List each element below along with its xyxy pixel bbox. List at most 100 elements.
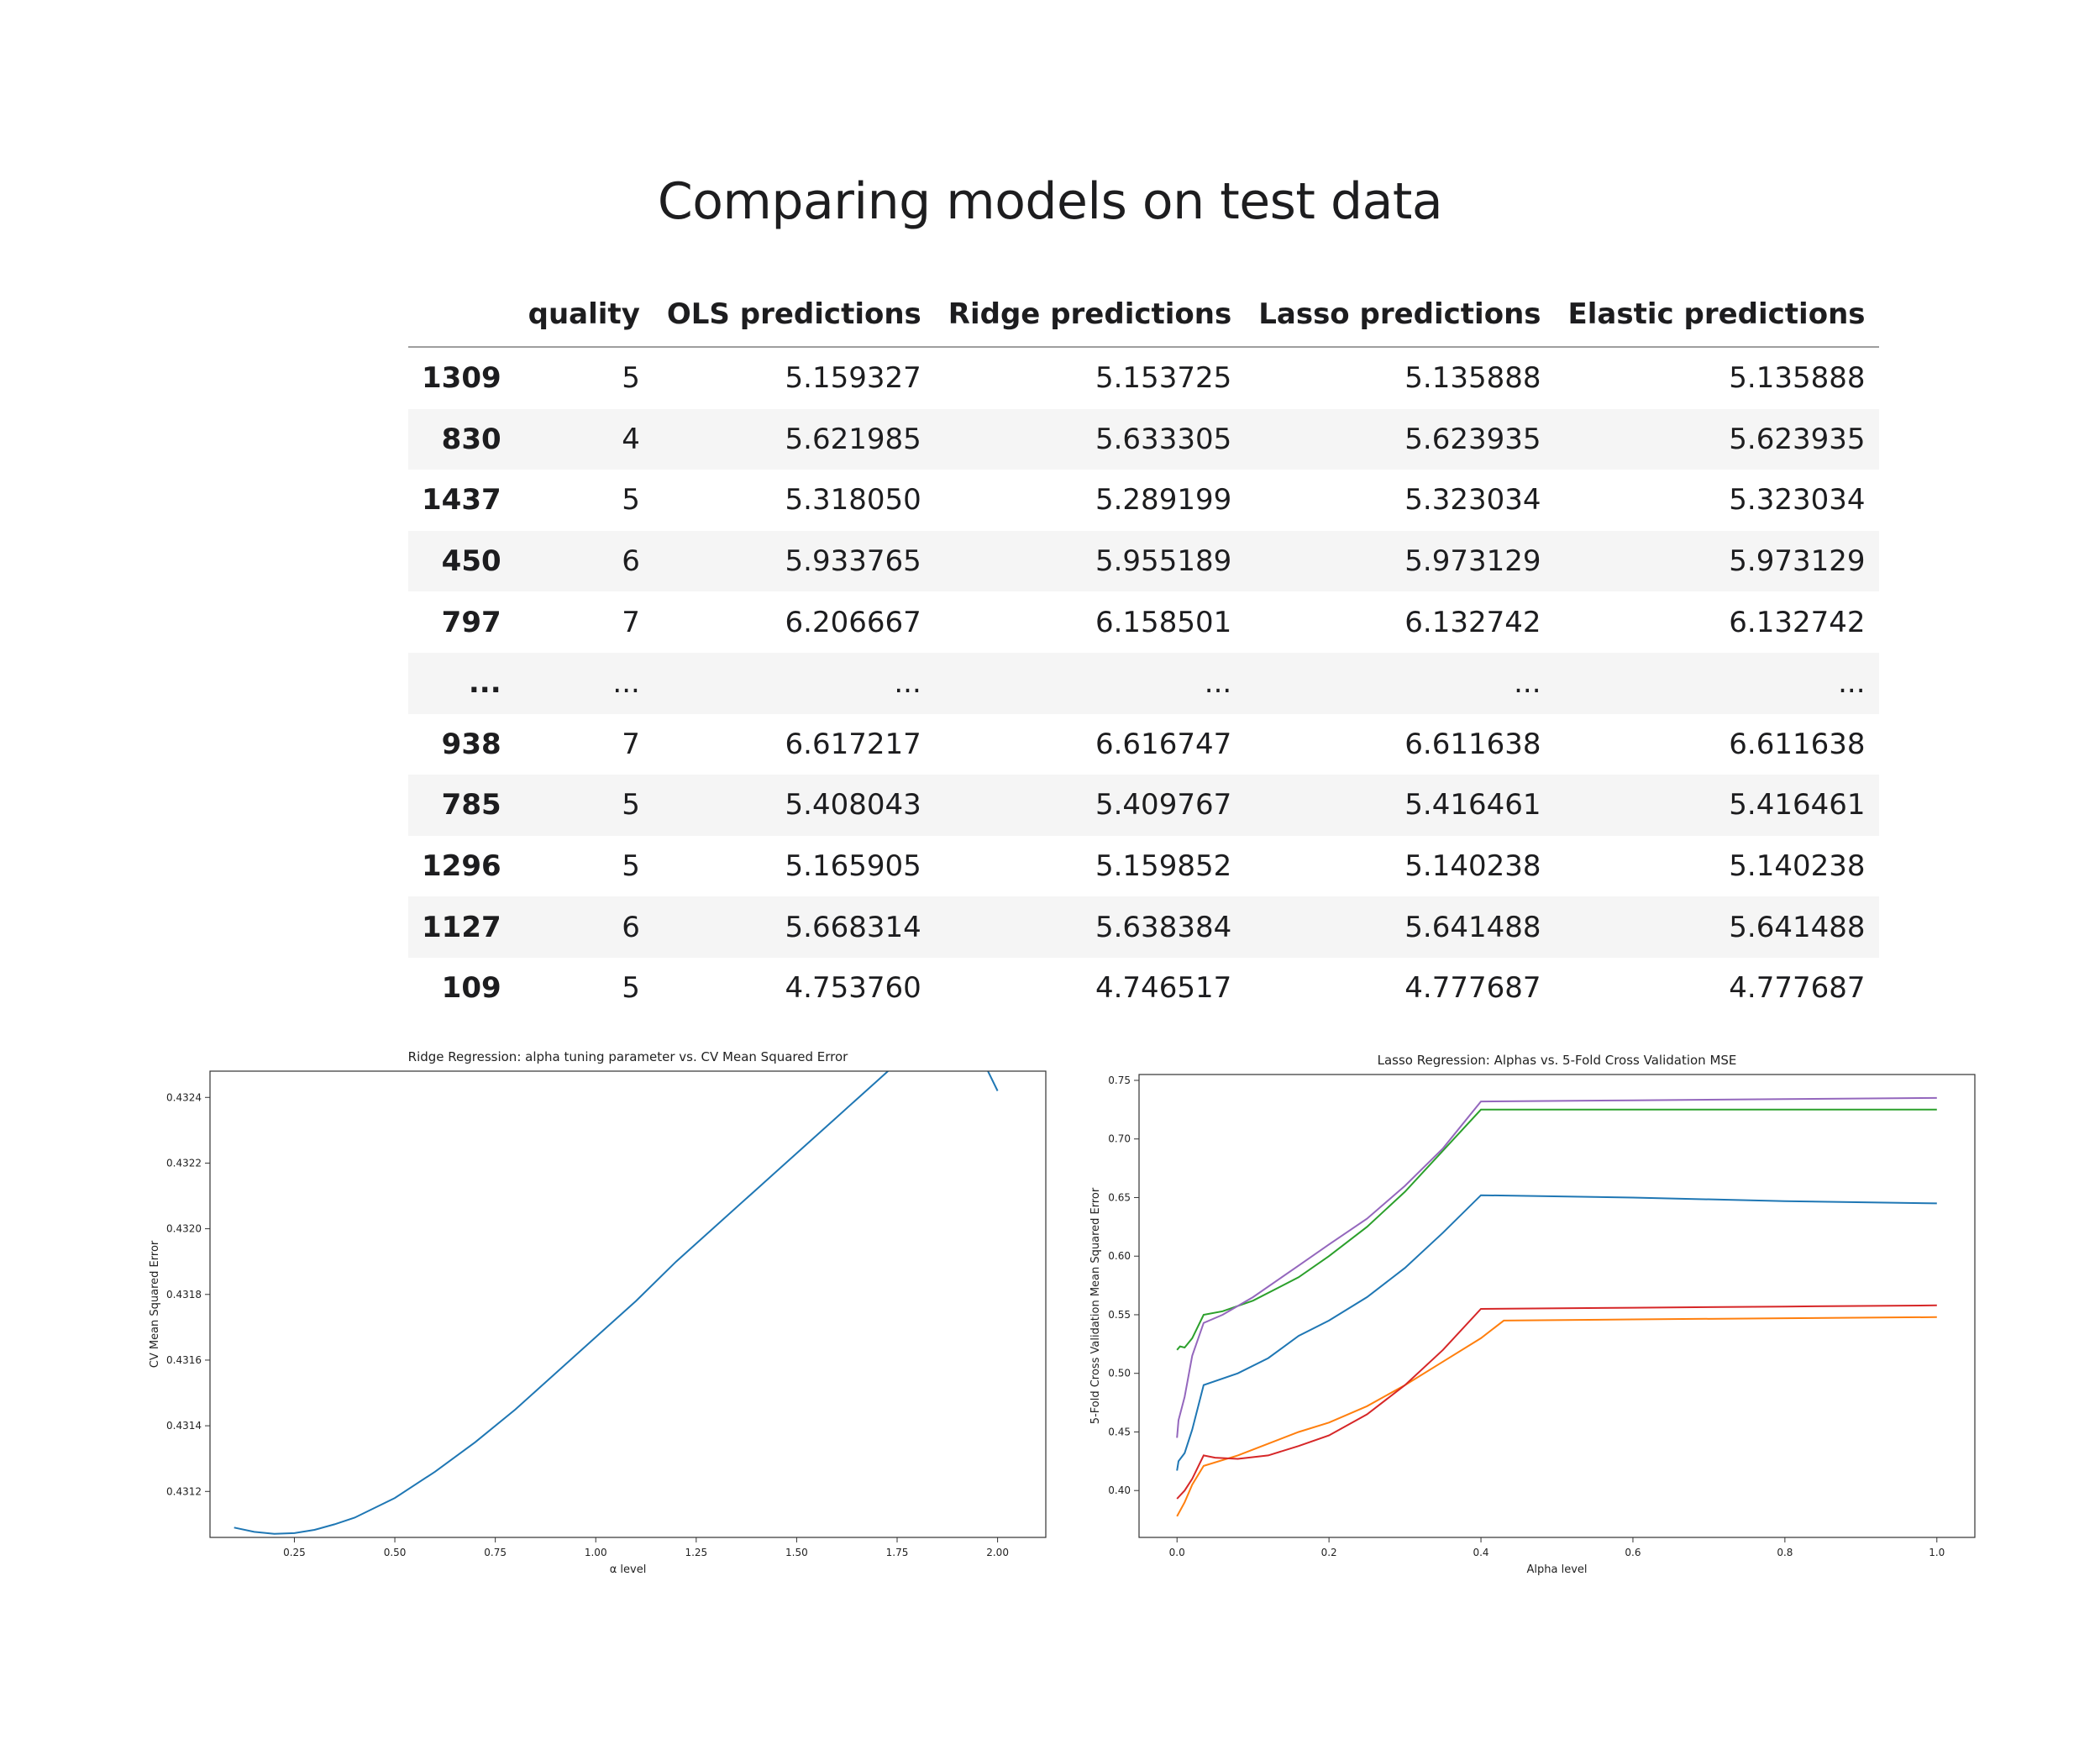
cell-lasso: 4.777687	[1404, 971, 1541, 1006]
cell-lasso: 5.323034	[1404, 483, 1541, 518]
y-tick-label: 0.60	[1108, 1250, 1131, 1262]
cell-index: 830	[441, 422, 501, 456]
table-row: 938 7 6.617217 6.616747 6.611638 6.611638	[408, 714, 1879, 775]
x-axis-label: Alpha level	[1526, 1563, 1587, 1576]
table-row: ..................	[408, 652, 1879, 714]
x-tick-label: 0.0	[1169, 1547, 1185, 1558]
table-row: 450 6 5.933765 5.955189 5.973129 5.973129	[408, 530, 1879, 592]
y-tick-label: 0.4314	[166, 1420, 202, 1432]
table-body: 1309 5 5.159327 5.153725 5.135888 5.135888 830…	[408, 347, 1879, 1019]
column-header-quality: quality	[514, 286, 654, 348]
cell-lasso: 6.132742	[1404, 605, 1541, 639]
chart-title: Ridge Regression: alpha tuning parameter…	[408, 1050, 849, 1064]
column-header-index	[408, 286, 515, 348]
cell-index: 1437	[422, 483, 501, 518]
cell-index: 450	[441, 544, 501, 579]
y-tick-label: 0.4318	[166, 1289, 202, 1300]
cell-lasso: 5.135888	[1404, 361, 1541, 396]
table-row: 1437 5 5.318050 5.289199 5.323034 5.323034	[408, 470, 1879, 531]
predictions-table-container: quality OLS predictions Ridge prediction…	[408, 286, 1879, 1019]
plot-frame	[209, 1070, 1047, 1538]
cell-elastic: ...	[1838, 666, 1866, 701]
table-row: 785 5 5.408043 5.409767 5.416461 5.416461	[408, 775, 1879, 836]
cell-lasso: 5.140238	[1404, 849, 1541, 884]
ridge-chart: Ridge Regression: alpha tuning parameter…	[143, 1049, 1058, 1579]
series-line-2	[1176, 1316, 1937, 1517]
cell-ols: 5.621985	[785, 422, 921, 456]
cell-lasso: ...	[1514, 666, 1541, 701]
y-tick-label: 0.65	[1108, 1191, 1131, 1203]
x-tick-label: 0.6	[1625, 1547, 1641, 1558]
x-tick-label: 1.75	[886, 1547, 909, 1558]
cell-ols: 4.753760	[785, 971, 921, 1006]
y-tick-label: 0.70	[1108, 1133, 1131, 1145]
lasso-chart-svg: Lasso Regression: Alphas vs. 5-Fold Cros…	[1089, 1053, 1976, 1576]
cell-quality: 6	[622, 544, 640, 579]
cell-elastic: 5.140238	[1729, 849, 1866, 884]
y-tick-label: 0.45	[1108, 1426, 1131, 1437]
cell-ridge: 4.746517	[1095, 971, 1232, 1006]
y-tick-label: 0.4324	[166, 1091, 202, 1103]
x-tick-label: 0.2	[1321, 1547, 1337, 1558]
x-axis-label: α level	[610, 1563, 647, 1576]
cell-index: 1309	[422, 361, 501, 396]
cell-ols: 5.933765	[785, 544, 921, 579]
series-line-3	[1176, 1108, 1937, 1351]
cell-index: 109	[441, 971, 501, 1006]
cell-ols: 6.617217	[785, 727, 921, 761]
cell-ridge: 5.638384	[1095, 910, 1232, 944]
table-row: 1127 6 5.668314 5.638384 5.641488 5.641488	[408, 896, 1879, 958]
x-tick-label: 1.0	[1929, 1547, 1945, 1558]
table-header-row: quality OLS predictions Ridge prediction…	[408, 286, 1879, 348]
cell-elastic: 5.641488	[1729, 910, 1866, 944]
cell-quality: 5	[622, 971, 640, 1006]
cell-index: 797	[441, 605, 501, 639]
x-tick-label: 1.50	[785, 1547, 808, 1558]
y-tick-label: 0.4312	[166, 1485, 202, 1497]
chart-title: Lasso Regression: Alphas vs. 5-Fold Cros…	[1378, 1053, 1737, 1068]
cell-lasso: 5.416461	[1404, 788, 1541, 822]
cell-quality: 5	[622, 483, 640, 518]
cell-lasso: 5.623935	[1404, 422, 1541, 456]
cell-quality: 7	[622, 727, 640, 761]
cell-quality: 5	[622, 788, 640, 822]
x-tick-label: 1.00	[585, 1547, 607, 1558]
cell-elastic: 6.132742	[1729, 605, 1866, 639]
table-row: 109 5 4.753760 4.746517 4.777687 4.777687	[408, 958, 1879, 1019]
cell-ols: 5.159327	[785, 361, 921, 396]
x-tick-label: 0.25	[283, 1547, 306, 1558]
cell-quality: 4	[622, 422, 640, 456]
y-tick-label: 0.55	[1108, 1309, 1131, 1321]
cell-ols: 5.165905	[785, 849, 921, 884]
y-tick-label: 0.40	[1108, 1484, 1131, 1496]
cell-quality: ...	[612, 666, 640, 701]
slide-title: Comparing models on test data	[657, 172, 1443, 231]
lasso-chart: Lasso Regression: Alphas vs. 5-Fold Cros…	[1084, 1050, 1999, 1579]
cell-ols: 5.318050	[785, 483, 921, 518]
cell-ols: ...	[894, 666, 921, 701]
cell-elastic: 5.973129	[1729, 544, 1866, 579]
x-tick-label: 1.25	[685, 1547, 707, 1558]
series-line-4	[1176, 1304, 1937, 1500]
cell-index: ...	[468, 666, 501, 701]
cell-ridge: 6.158501	[1095, 605, 1232, 639]
y-axis-label: CV Mean Squared Error	[149, 1240, 161, 1368]
cell-ridge: 5.159852	[1095, 849, 1232, 884]
plot-frame	[1138, 1074, 1976, 1538]
cell-lasso: 5.973129	[1404, 544, 1541, 579]
cell-ridge: 5.409767	[1095, 788, 1232, 822]
series-line-1	[1176, 1194, 1937, 1471]
cell-ridge: 5.633305	[1095, 422, 1232, 456]
column-header-elastic: Elastic predictions	[1554, 286, 1879, 348]
cell-index: 1296	[422, 849, 501, 884]
x-tick-label: 0.4	[1473, 1547, 1488, 1558]
cell-elastic: 5.323034	[1729, 483, 1866, 518]
cell-elastic: 5.135888	[1729, 361, 1866, 396]
predictions-table: quality OLS predictions Ridge prediction…	[408, 286, 1879, 1019]
cell-ridge: 6.616747	[1095, 727, 1232, 761]
cell-ridge: ...	[1204, 666, 1232, 701]
cell-ridge: 5.289199	[1095, 483, 1232, 518]
ridge-chart-svg: Ridge Regression: alpha tuning parameter…	[149, 1049, 1047, 1576]
table-row: 830 4 5.621985 5.633305 5.623935 5.623935	[408, 408, 1879, 470]
cell-elastic: 5.623935	[1729, 422, 1866, 456]
